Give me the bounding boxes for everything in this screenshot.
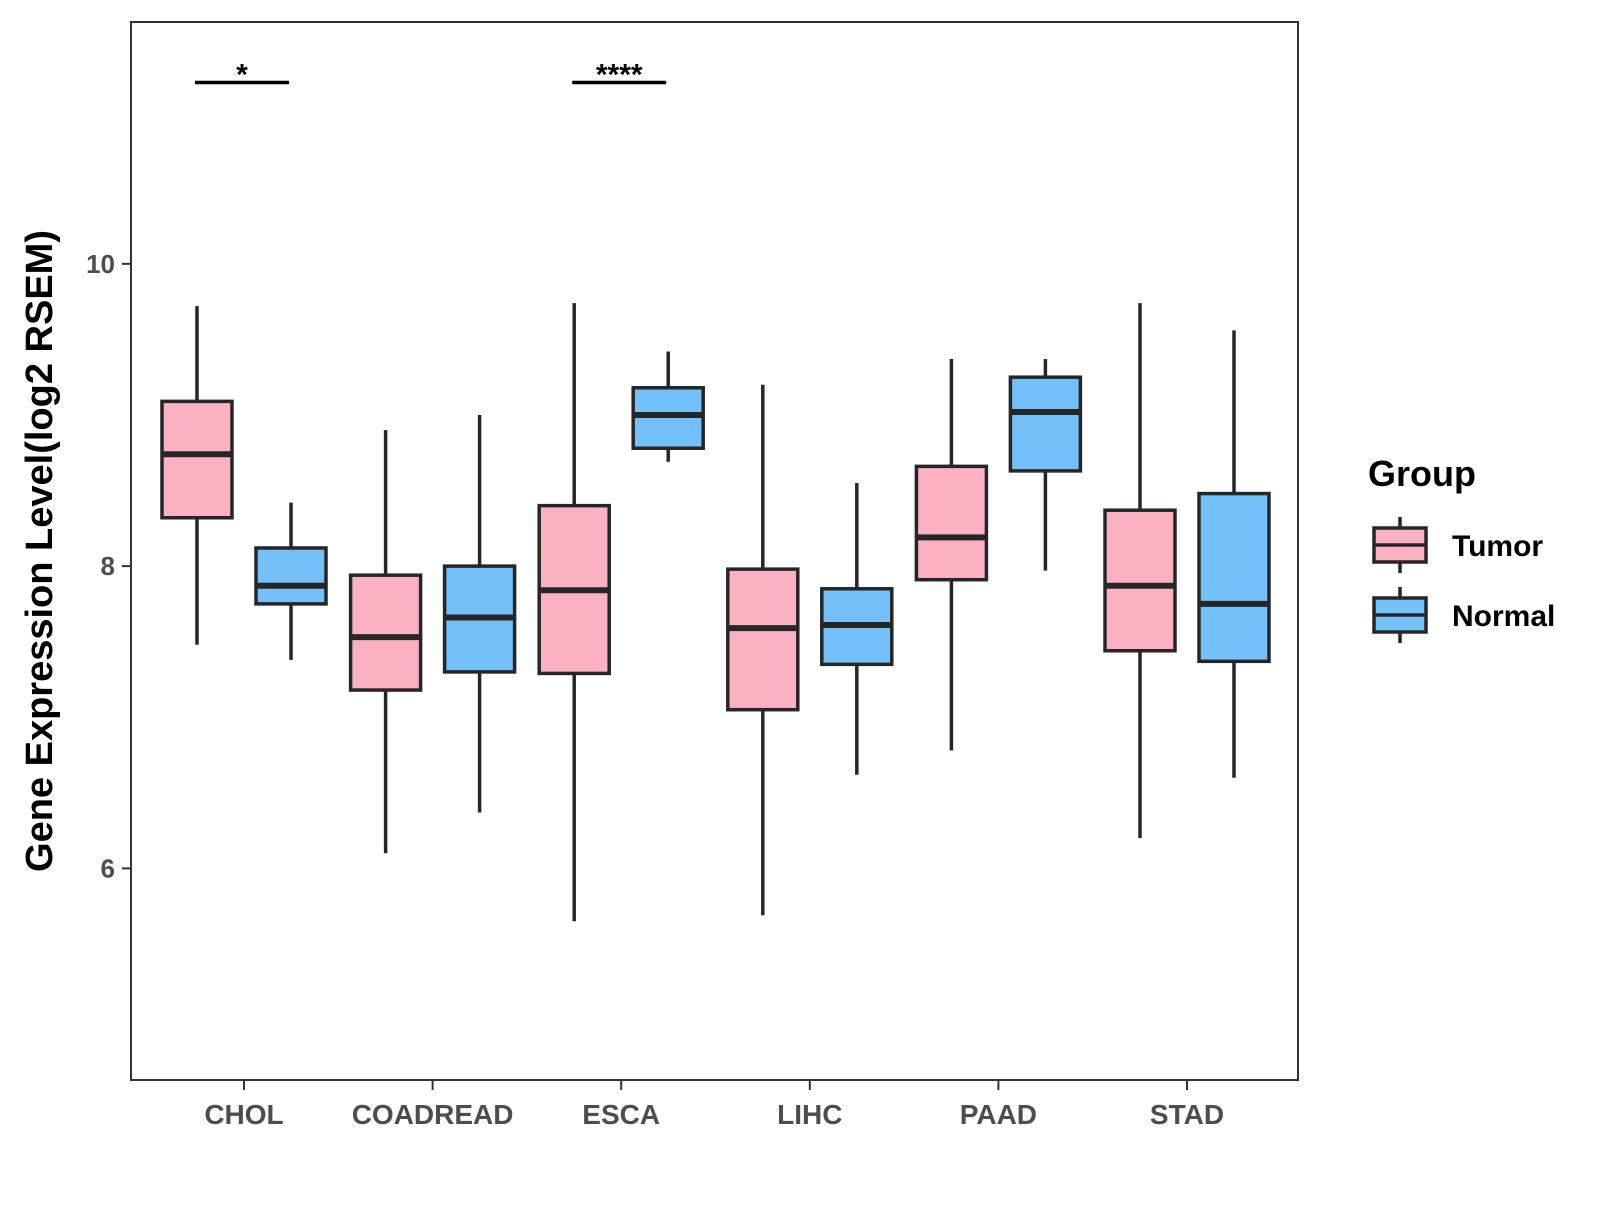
legend-item-tumor: Tumor	[1372, 517, 1543, 573]
x-tick-label: ESCA	[582, 1099, 660, 1130]
box-tumor-coadread	[348, 430, 423, 854]
box-layer	[160, 303, 1271, 922]
box-normal-esca	[631, 351, 705, 462]
box-body	[1103, 508, 1177, 653]
x-axis: CHOL COADREAD ESCA LIHC PAAD STAD	[204, 1080, 1224, 1130]
x-tick-label: PAAD	[960, 1099, 1037, 1130]
box-body	[1197, 491, 1271, 664]
y-axis: 6 8 10	[86, 249, 131, 883]
box-body	[348, 573, 423, 692]
y-tick-label: 10	[86, 249, 115, 279]
legend-title: Group	[1368, 453, 1476, 494]
legend-label: Normal	[1452, 600, 1555, 633]
box-body	[254, 546, 328, 606]
box-body	[914, 464, 989, 582]
legend: Group Tumor Normal	[1368, 453, 1555, 643]
x-tick-label: LIHC	[777, 1099, 842, 1130]
box-body	[726, 567, 800, 712]
x-tick-label: CHOL	[204, 1099, 283, 1130]
box-tumor-paad	[914, 359, 989, 751]
box-body	[1008, 375, 1083, 473]
x-tick-label: COADREAD	[352, 1099, 514, 1130]
box-body	[160, 399, 234, 520]
box-normal-lihc	[820, 482, 894, 775]
legend-label: Tumor	[1452, 530, 1543, 563]
box-tumor-lihc	[726, 384, 800, 916]
significance-label: *	[236, 58, 248, 91]
box-body	[631, 386, 705, 450]
box-normal-chol	[254, 502, 328, 660]
box-normal-paad	[1008, 359, 1083, 571]
box-tumor-esca	[537, 303, 611, 922]
plot-panel-border	[130, 21, 1299, 1081]
significance-layer: * ****	[195, 58, 667, 91]
box-tumor-stad	[1103, 303, 1177, 839]
significance-label: ****	[596, 58, 643, 91]
y-tick-label: 6	[101, 853, 115, 883]
box-normal-stad	[1197, 330, 1271, 778]
box-tumor-chol	[160, 306, 234, 645]
legend-item-normal: Normal	[1372, 587, 1555, 643]
y-axis-title: Gene Expression Level(log2 RSEM)	[19, 230, 61, 872]
box-normal-coadread	[442, 414, 517, 813]
y-tick-label: 8	[101, 551, 115, 581]
x-tick-label: STAD	[1150, 1099, 1224, 1130]
